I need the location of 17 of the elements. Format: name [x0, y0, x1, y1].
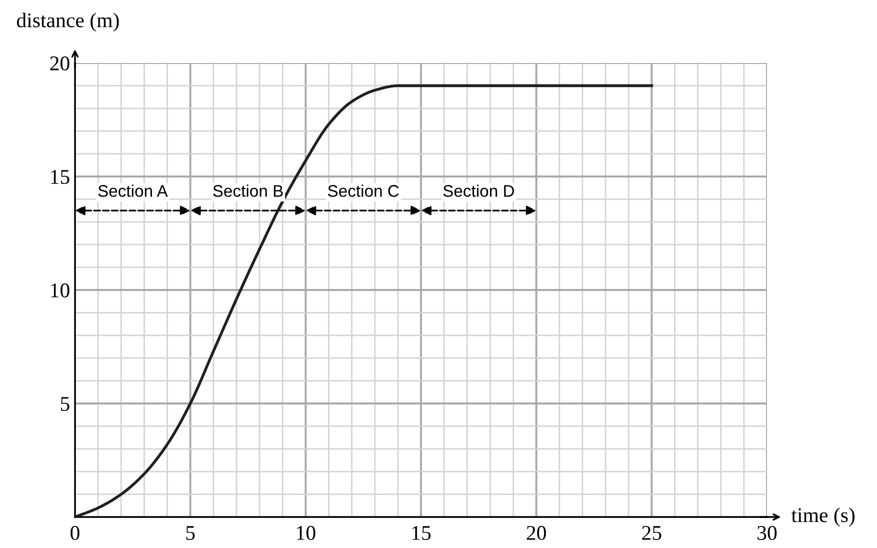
y-tick-label: 10	[51, 283, 70, 298]
y-tick-label: 20	[50, 56, 70, 70]
x-tick-label: 5	[186, 526, 195, 540]
x-tick-label: 0	[70, 526, 80, 540]
y-tick-label: 5	[60, 397, 70, 411]
x-tick-label: 15	[412, 526, 431, 540]
x-tick-label: 20	[526, 526, 546, 540]
annotation: Section B	[213, 184, 283, 197]
y-axis-title: distance (m)	[16, 12, 119, 32]
x-axis-title: time (s)	[791, 508, 855, 526]
annotation: Section A	[98, 184, 168, 197]
y-tick-label: 15	[51, 170, 70, 184]
x-tick-label: 25	[642, 526, 662, 540]
x-tick-label: 30	[758, 526, 777, 540]
x-tick-label: 10	[297, 526, 316, 540]
annotation: Section C	[328, 184, 399, 197]
annotation: Section D	[443, 184, 514, 197]
